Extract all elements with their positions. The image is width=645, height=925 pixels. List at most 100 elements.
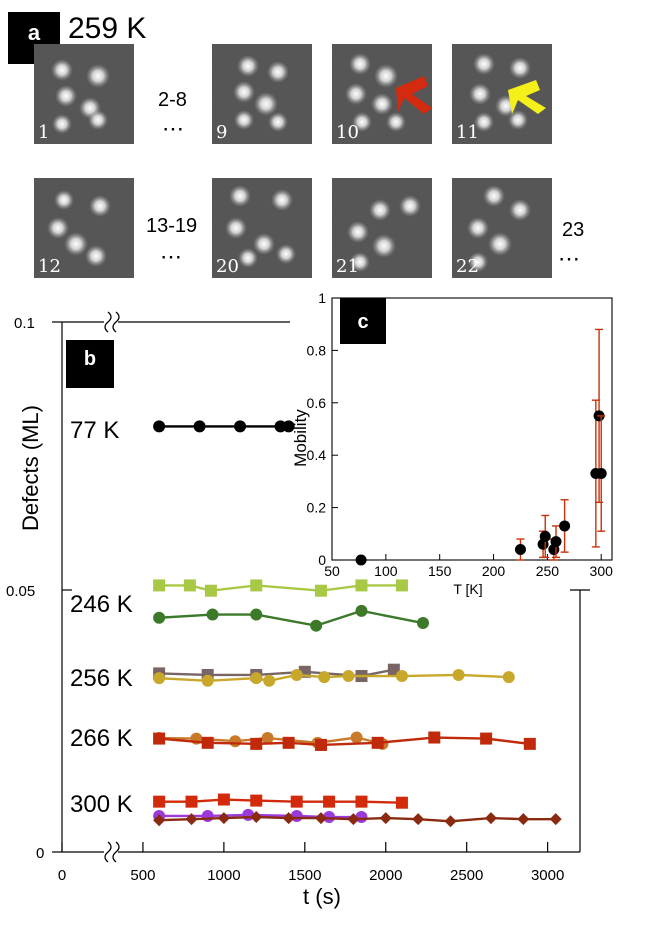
b-x-tick-labels: 0 500 1000 1500 2000 2500 3000: [58, 867, 564, 884]
panel-a-label: a: [28, 20, 41, 45]
c-x-tick-label: 100: [374, 563, 398, 579]
b-x-tick-label: 500: [130, 867, 155, 884]
b-data-point: [315, 738, 327, 751]
b-data-point: [250, 579, 263, 592]
b-data-point: [201, 736, 214, 749]
red-arrow-icon: [396, 76, 432, 114]
b-plot-area: [153, 420, 562, 828]
stm-frame-12: 12: [34, 178, 134, 278]
b-series-77-k: [153, 420, 295, 433]
b-x-tick-label: 1000: [207, 867, 240, 884]
b-data-point: [347, 813, 360, 826]
frame-number: 22: [456, 256, 479, 277]
c-y-axis-title: Mobility: [291, 409, 310, 467]
c-x-tick-label: 200: [482, 563, 506, 579]
c-y-tick-label: 0: [318, 552, 326, 568]
b-data-point: [204, 584, 217, 597]
c-data-point: [514, 544, 526, 556]
b-data-point: [217, 793, 230, 806]
b-series-256-k-b: [153, 668, 515, 687]
b-data-point: [355, 579, 368, 592]
b-data-point: [261, 732, 274, 745]
panel-b-label: b: [84, 348, 96, 370]
frame-number: 10: [336, 122, 359, 143]
row2-trailing-ellipsis: ⋯: [558, 246, 580, 271]
panel-a-temperature: 259 K: [68, 12, 146, 45]
b-data-point: [183, 579, 196, 592]
b-data-point: [517, 813, 530, 826]
c-y-tick-label: 0.4: [307, 447, 327, 463]
c-y-tick-label: 0.8: [307, 342, 327, 358]
b-data-point: [234, 420, 247, 433]
temp-label-266k: 266 K: [70, 725, 133, 752]
b-y-ticks: [52, 321, 590, 853]
b-data-point: [250, 794, 263, 807]
b-y-tick-label: 0.05: [6, 583, 35, 600]
panel-b: 0.1 0.05 0 0 500 1000 1500 2000 2500 3000 t (s…: [6, 310, 590, 909]
b-data-point: [229, 735, 242, 748]
c-ticks: 50 100 150 200 250 300 0 0.2 0.4 0.6 0.8 1: [307, 290, 614, 579]
b-data-point: [290, 668, 303, 681]
b-data-point: [250, 608, 263, 621]
stm-frame-20: 20: [212, 178, 312, 278]
b-data-point: [185, 813, 198, 826]
c-data-point: [595, 468, 607, 480]
b-data-point: [502, 671, 515, 684]
c-data-point: [355, 554, 367, 566]
frame-number: 11: [456, 122, 479, 143]
b-data-point: [185, 795, 198, 808]
c-y-tick-label: 0.6: [307, 395, 327, 411]
row1-ellipsis: ⋯: [162, 116, 184, 141]
c-y-tick-label: 1: [318, 290, 326, 306]
c-x-tick-label: 300: [590, 563, 614, 579]
b-data-point: [318, 671, 331, 684]
b-data-point: [350, 731, 363, 744]
b-data-point: [217, 812, 230, 825]
b-x-ticks: [61, 842, 549, 852]
b-data-point: [282, 420, 295, 433]
panel-b-label-bg: [66, 340, 114, 388]
temp-label-246k: 246 K: [70, 591, 133, 618]
c-x-tick-label: 50: [324, 563, 340, 579]
b-y-tick-label: 0.1: [14, 315, 35, 332]
b-y-tick-label: 0: [36, 845, 44, 862]
b-data-point: [395, 579, 408, 592]
b-data-point: [315, 584, 327, 597]
b-data-point: [250, 811, 263, 824]
b-data-point: [201, 674, 214, 687]
b-x-tick-label: 2000: [369, 867, 402, 884]
b-bottom-axis-break-icon: [104, 841, 120, 863]
b-data-point: [549, 813, 562, 826]
b-series-246-k-a: [153, 579, 408, 597]
b-y-axis-title: Defects (ML): [18, 405, 43, 531]
b-data-point: [387, 663, 400, 676]
b-data-point: [153, 579, 166, 592]
row2-trailing-label: 23: [562, 219, 584, 241]
c-data-point: [539, 530, 551, 542]
b-data-point: [282, 812, 295, 825]
panel-a: a 259 K 1 2-8 ⋯ 9 10: [8, 12, 584, 278]
frame-number: 20: [216, 256, 239, 277]
c-data-point: [550, 536, 562, 548]
c-x-tick-label: 250: [536, 563, 560, 579]
temp-label-300k: 300 K: [70, 791, 133, 818]
b-data-point: [315, 812, 327, 825]
b-data-point: [206, 608, 219, 621]
b-data-point: [342, 670, 355, 683]
c-plot-area: [355, 328, 607, 566]
temp-label-77k: 77 K: [70, 417, 119, 444]
b-data-point: [153, 795, 166, 808]
b-series-line: [159, 673, 509, 683]
b-data-point: [153, 814, 166, 827]
b-data-point: [282, 736, 295, 749]
b-data-point: [395, 670, 408, 683]
c-data-point: [559, 520, 571, 532]
b-data-point: [153, 611, 166, 624]
panel-c-label: c: [357, 311, 368, 333]
stm-frame-21: 21: [332, 178, 432, 278]
stm-frame-9: 9: [212, 44, 312, 144]
b-data-point: [395, 796, 408, 809]
b-data-point: [250, 737, 263, 750]
b-data-point: [193, 420, 206, 433]
